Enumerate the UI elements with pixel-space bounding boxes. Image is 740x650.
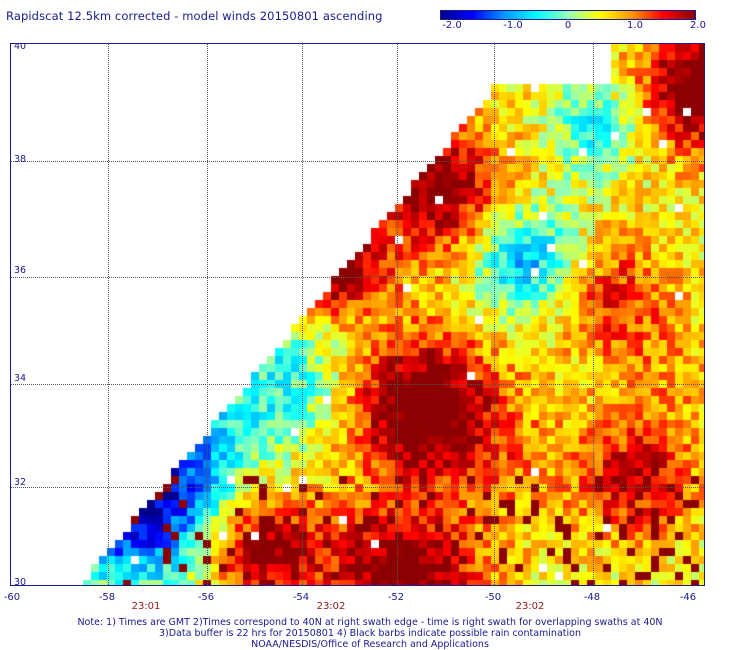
longitude-label: -48 [583, 592, 601, 603]
parallel-gridline [11, 487, 704, 488]
parallel-gridline [11, 161, 704, 162]
longitude-label: -60 [3, 592, 21, 603]
meridian-gridline [397, 44, 398, 585]
parallel-gridline [11, 277, 704, 278]
longitude-label: -56 [197, 592, 215, 603]
longitude-label: -50 [484, 592, 502, 603]
latitude-label: 32 [14, 477, 27, 488]
meridian-gridline [108, 44, 109, 585]
map-plot-area[interactable]: 40 38 36 34 32 30 [10, 43, 705, 586]
colorbar [440, 10, 696, 20]
latitude-label: 36 [14, 265, 27, 276]
footnote-credit: NOAA/NESDIS/Office of Research and Appli… [251, 639, 489, 650]
latitude-label: 30 [14, 577, 27, 586]
parallel-gridline [11, 384, 704, 385]
colorbar-tick-label: -1.0 [503, 20, 523, 31]
footnote-line-2: 3)Data buffer is 22 hrs for 20150801 4) … [159, 628, 581, 639]
meridian-gridline [302, 44, 303, 585]
map-title: Rapidscat 12.5km corrected - model winds… [6, 9, 383, 23]
latitude-label: 38 [14, 154, 27, 165]
latitude-label: 40 [14, 43, 27, 52]
footnote-line-1: Note: 1) Times are GMT 2)Times correspon… [77, 617, 663, 628]
swath-time-label: 23:02 [316, 601, 346, 612]
meridian-gridline [593, 44, 594, 585]
latitude-label: 34 [14, 373, 27, 384]
longitude-label: -54 [292, 592, 310, 603]
colorbar-tick-label: 2.0 [690, 20, 706, 31]
colorbar-tick-label: 0 [564, 20, 572, 31]
colorbar-tick-label: -2.0 [442, 20, 462, 31]
swath-time-label: 23:01 [131, 601, 161, 612]
longitude-label: -52 [387, 592, 405, 603]
longitude-label: -58 [98, 592, 116, 603]
wind-difference-field [11, 44, 704, 585]
meridian-gridline [494, 44, 495, 585]
meridian-gridline [207, 44, 208, 585]
colorbar-tick-label: 1.0 [627, 20, 643, 31]
longitude-label: -46 [679, 592, 697, 603]
swath-time-label: 23:02 [515, 601, 545, 612]
